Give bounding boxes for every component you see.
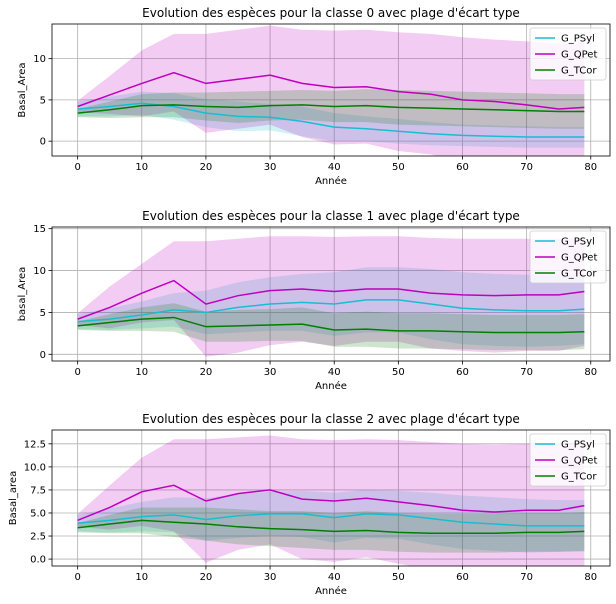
x-tick-label: 40 bbox=[328, 367, 341, 378]
y-tick-label: 10 bbox=[33, 266, 46, 277]
y-tick-label: 0 bbox=[40, 137, 46, 148]
x-tick-label: 80 bbox=[584, 162, 597, 173]
legend-label-G_TCor: G_TCor bbox=[561, 472, 597, 483]
x-tick-label: 60 bbox=[456, 367, 469, 378]
axes-frame bbox=[51, 226, 611, 362]
subplot-0: 0 10 20 30 40 50 60 70 80 0 5 10 Evolution des espèc… bbox=[17, 6, 611, 187]
x-tick-label: 30 bbox=[264, 162, 277, 173]
plot-content bbox=[77, 236, 585, 357]
series-line-G_QPet bbox=[77, 71, 585, 110]
x-axis-label: Année bbox=[315, 380, 347, 392]
x-tick-label: 70 bbox=[520, 162, 533, 173]
x-tick-label: 50 bbox=[392, 162, 405, 173]
x-axis-label: Année bbox=[315, 175, 347, 187]
legend-label-G_TCor: G_TCor bbox=[561, 66, 597, 77]
x-tick-label: 70 bbox=[520, 572, 533, 583]
x-tick-label: 20 bbox=[200, 162, 213, 173]
legend-label-G_PSyl: G_PSyl bbox=[561, 237, 595, 248]
series-line-G_QPet bbox=[77, 279, 585, 320]
legend-label-G_PSyl: G_PSyl bbox=[561, 440, 595, 451]
axes-frame bbox=[51, 23, 611, 157]
legend-label-G_TCor: G_TCor bbox=[561, 269, 597, 280]
plot-area bbox=[52, 430, 610, 566]
legend-box bbox=[529, 433, 607, 487]
y-axis-label: Basal_Area bbox=[17, 62, 28, 117]
plot-area bbox=[52, 24, 610, 156]
x-tick-label: 10 bbox=[135, 162, 148, 173]
legend-label-G_QPet: G_QPet bbox=[561, 456, 597, 467]
y-tick-label: 15 bbox=[33, 224, 46, 235]
series-line-G_TCor bbox=[77, 104, 585, 114]
x-tick-label: 10 bbox=[135, 367, 148, 378]
chart-title: Evolution des espèces pour la classe 1 a… bbox=[142, 209, 520, 223]
x-tick-label: 50 bbox=[392, 572, 405, 583]
x-tick-label: 40 bbox=[328, 162, 341, 173]
x-tick-label: 60 bbox=[456, 162, 469, 173]
legend-box bbox=[529, 230, 607, 284]
legend: G_PSyl G_QPet G_TCor bbox=[529, 230, 607, 284]
legend: G_PSyl G_QPet G_TCor bbox=[529, 27, 607, 81]
x-tick-label: 80 bbox=[584, 572, 597, 583]
y-tick-label: 0 bbox=[40, 350, 46, 361]
x-tick-label: 0 bbox=[74, 367, 80, 378]
x-tick-label: 10 bbox=[135, 572, 148, 583]
x-tick-label: 60 bbox=[456, 572, 469, 583]
y-tick-label: 12.5 bbox=[24, 439, 46, 450]
x-tick-label: 50 bbox=[392, 367, 405, 378]
y-axis-label: Basal_area bbox=[8, 471, 19, 525]
series-line-G_TCor bbox=[77, 316, 585, 334]
y-tick-label: 2.5 bbox=[30, 532, 46, 543]
x-axis-label: Année bbox=[315, 585, 347, 597]
x-tick-label: 20 bbox=[200, 572, 213, 583]
subplot-2: 0 10 20 30 40 50 60 70 80 0.0 2.5 5.0 7.5 10.0 12.5 Evo… bbox=[8, 412, 611, 597]
std-band-G_TCor bbox=[77, 303, 585, 351]
x-tick-label: 40 bbox=[328, 572, 341, 583]
grid bbox=[52, 227, 610, 361]
x-tick-label: 80 bbox=[584, 367, 597, 378]
legend-label-G_PSyl: G_PSyl bbox=[561, 34, 595, 45]
chart-title: Evolution des espèces pour la classe 2 a… bbox=[142, 412, 520, 426]
series-line-G_PSyl bbox=[77, 299, 585, 323]
x-tick-label: 70 bbox=[520, 367, 533, 378]
axes-frame bbox=[51, 429, 611, 567]
legend-box bbox=[529, 27, 607, 81]
y-tick-label: 10.0 bbox=[24, 462, 46, 473]
y-tick-label: 7.5 bbox=[30, 485, 46, 496]
std-band-G_PSyl bbox=[77, 489, 585, 553]
y-tick-label: 0.0 bbox=[30, 555, 46, 566]
plot-content bbox=[77, 25, 585, 156]
chart-title: Evolution des espèces pour la classe 0 a… bbox=[142, 6, 520, 20]
x-tick-label: 30 bbox=[264, 572, 277, 583]
series-line-G_TCor bbox=[77, 519, 585, 535]
plot-area bbox=[52, 227, 610, 361]
x-tick-label: 20 bbox=[200, 367, 213, 378]
legend-label-G_QPet: G_QPet bbox=[561, 50, 597, 61]
x-tick-label: 0 bbox=[74, 572, 80, 583]
legend: G_PSyl G_QPet G_TCor bbox=[529, 433, 607, 487]
y-tick-label: 5 bbox=[40, 95, 46, 106]
series-line-G_PSyl bbox=[77, 513, 585, 527]
std-band-G_QPet bbox=[77, 25, 585, 156]
x-tick-label: 0 bbox=[74, 162, 80, 173]
series-line-G_QPet bbox=[77, 484, 585, 522]
legend-label-G_QPet: G_QPet bbox=[561, 253, 597, 264]
y-tick-label: 10 bbox=[33, 54, 46, 65]
grid bbox=[52, 430, 610, 566]
y-tick-label: 5.0 bbox=[30, 508, 46, 519]
y-tick-label: 5 bbox=[40, 308, 46, 319]
y-axis-label: basal_Area bbox=[17, 267, 28, 322]
x-tick-label: 30 bbox=[264, 367, 277, 378]
subplot-1: 0 10 20 30 40 50 60 70 80 0 5 10 15 Evolution des esp… bbox=[17, 209, 611, 392]
plot-content bbox=[77, 435, 585, 566]
